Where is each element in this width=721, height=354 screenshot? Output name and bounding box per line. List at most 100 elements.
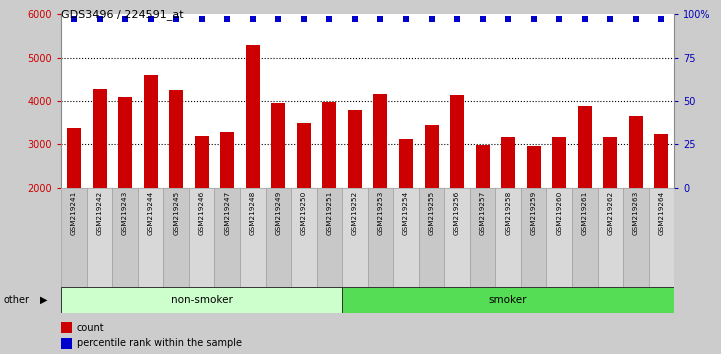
Bar xyxy=(450,95,464,188)
Bar xyxy=(476,145,490,188)
Point xyxy=(630,17,642,22)
Text: GSM219249: GSM219249 xyxy=(275,190,281,235)
Bar xyxy=(368,188,393,287)
Text: count: count xyxy=(76,322,105,332)
Bar xyxy=(425,125,438,188)
Point xyxy=(604,17,616,22)
Bar xyxy=(195,136,209,188)
Bar xyxy=(470,188,495,287)
Bar xyxy=(501,137,516,188)
Point xyxy=(247,17,259,22)
Point xyxy=(579,17,590,22)
Bar xyxy=(87,188,112,287)
Text: GSM219246: GSM219246 xyxy=(199,190,205,235)
Bar xyxy=(552,137,566,188)
Point xyxy=(94,17,105,22)
Bar xyxy=(572,188,598,287)
Text: non-smoker: non-smoker xyxy=(171,295,233,305)
Text: GSM219262: GSM219262 xyxy=(607,190,614,235)
Point xyxy=(120,17,131,22)
Point xyxy=(68,17,80,22)
Point xyxy=(477,17,488,22)
Bar xyxy=(189,188,215,287)
Text: GSM219264: GSM219264 xyxy=(658,190,664,235)
Bar xyxy=(322,102,337,188)
Bar xyxy=(317,188,342,287)
Point xyxy=(324,17,335,22)
Text: GSM219250: GSM219250 xyxy=(301,190,307,235)
Text: GSM219254: GSM219254 xyxy=(403,190,409,235)
Bar xyxy=(297,123,311,188)
Bar xyxy=(342,188,368,287)
Bar xyxy=(419,188,444,287)
Bar xyxy=(61,188,87,287)
Bar xyxy=(61,287,342,313)
Bar xyxy=(495,188,521,287)
Bar xyxy=(271,103,286,188)
Bar xyxy=(265,188,291,287)
Text: ▶: ▶ xyxy=(40,295,47,305)
Bar xyxy=(393,188,419,287)
Bar xyxy=(373,94,387,188)
Point xyxy=(554,17,565,22)
Bar xyxy=(118,97,132,188)
Text: GSM219263: GSM219263 xyxy=(633,190,639,235)
Point xyxy=(298,17,309,22)
Bar xyxy=(61,322,72,333)
Bar xyxy=(348,110,362,188)
Bar xyxy=(603,137,617,188)
Bar xyxy=(342,287,674,313)
Bar xyxy=(649,188,674,287)
Bar xyxy=(578,106,592,188)
Point xyxy=(170,17,182,22)
Text: GSM219241: GSM219241 xyxy=(71,190,77,235)
Bar xyxy=(444,188,470,287)
Text: GSM219260: GSM219260 xyxy=(556,190,562,235)
Point xyxy=(655,17,667,22)
Point xyxy=(349,17,360,22)
Bar xyxy=(215,188,240,287)
Point xyxy=(400,17,412,22)
Point xyxy=(145,17,156,22)
Text: GSM219251: GSM219251 xyxy=(327,190,332,235)
Point xyxy=(451,17,463,22)
Bar xyxy=(655,134,668,188)
Text: GSM219257: GSM219257 xyxy=(479,190,486,235)
Bar xyxy=(112,188,138,287)
Text: GSM219258: GSM219258 xyxy=(505,190,511,235)
Bar xyxy=(547,188,572,287)
Text: GSM219259: GSM219259 xyxy=(531,190,536,235)
Text: GSM219252: GSM219252 xyxy=(352,190,358,235)
Point xyxy=(196,17,208,22)
Bar xyxy=(521,188,547,287)
Bar xyxy=(399,139,413,188)
Text: GSM219244: GSM219244 xyxy=(148,190,154,235)
Text: GSM219243: GSM219243 xyxy=(122,190,128,235)
Point xyxy=(426,17,438,22)
Bar xyxy=(92,89,107,188)
Bar xyxy=(164,188,189,287)
Point xyxy=(221,17,233,22)
Bar xyxy=(291,188,317,287)
Text: GSM219245: GSM219245 xyxy=(173,190,180,235)
Bar xyxy=(138,188,164,287)
Point xyxy=(528,17,539,22)
Text: smoker: smoker xyxy=(489,295,527,305)
Text: GSM219248: GSM219248 xyxy=(249,190,256,235)
Bar xyxy=(598,188,623,287)
Text: GSM219247: GSM219247 xyxy=(224,190,230,235)
Point xyxy=(375,17,386,22)
Point xyxy=(273,17,284,22)
Text: GSM219253: GSM219253 xyxy=(378,190,384,235)
Text: GSM219256: GSM219256 xyxy=(454,190,460,235)
Text: GSM219261: GSM219261 xyxy=(582,190,588,235)
Point xyxy=(503,17,514,22)
Bar xyxy=(61,338,72,349)
Bar xyxy=(629,116,643,188)
Text: GSM219255: GSM219255 xyxy=(428,190,435,235)
Text: GSM219242: GSM219242 xyxy=(97,190,102,235)
Text: GDS3496 / 224591_at: GDS3496 / 224591_at xyxy=(61,9,184,20)
Bar xyxy=(143,75,158,188)
Bar xyxy=(67,128,81,188)
Bar xyxy=(220,132,234,188)
